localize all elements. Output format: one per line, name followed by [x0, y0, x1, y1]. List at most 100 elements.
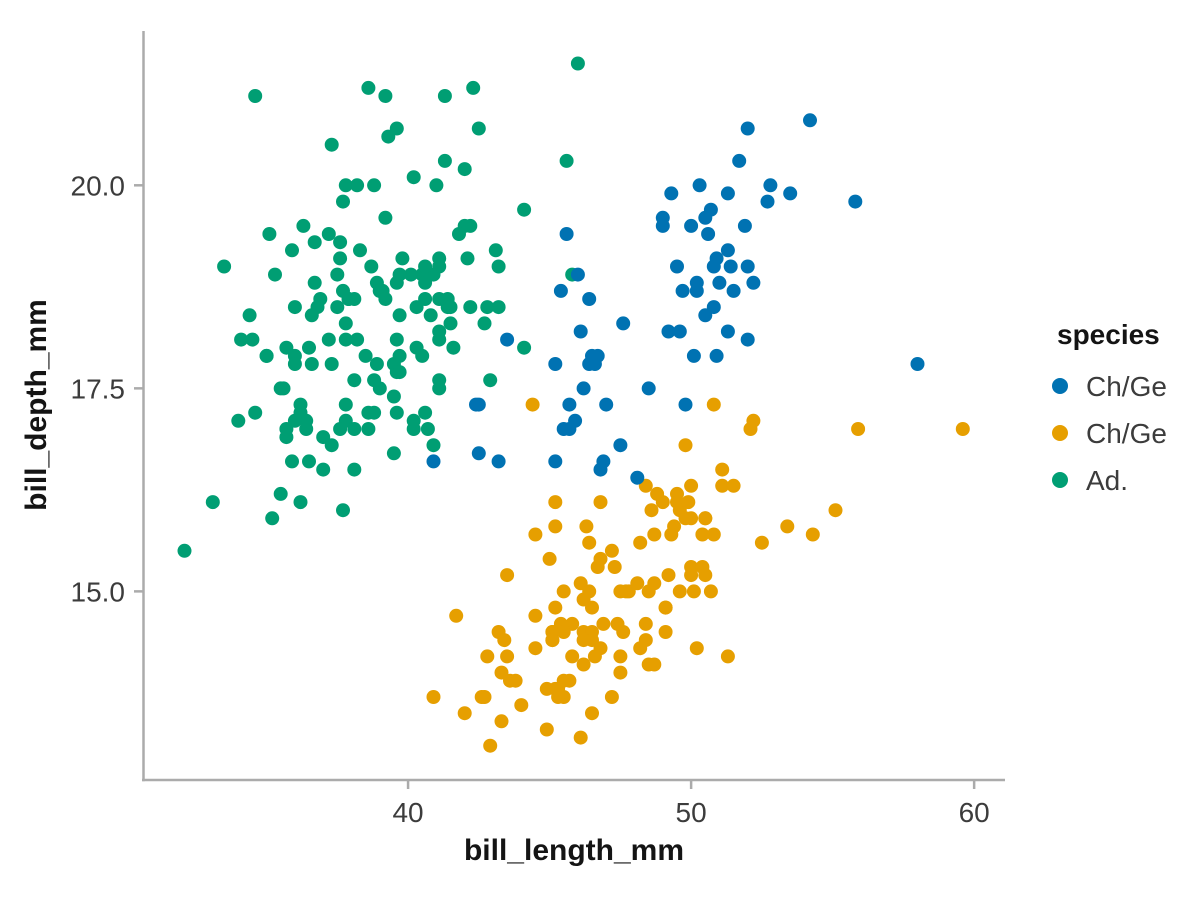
data-point — [248, 405, 263, 420]
data-point — [689, 641, 704, 656]
data-point — [613, 649, 628, 664]
y-tick-label: 20.0 — [71, 170, 126, 201]
data-point — [480, 300, 495, 315]
data-point — [392, 348, 407, 363]
data-point — [548, 495, 563, 510]
data-point — [296, 218, 311, 233]
data-point — [599, 397, 614, 412]
data-point — [582, 357, 597, 371]
data-point — [259, 348, 274, 363]
data-point — [613, 665, 628, 680]
data-point — [650, 486, 665, 501]
data-point — [389, 121, 404, 136]
data-point — [647, 527, 662, 542]
data-point — [582, 292, 597, 306]
scatter-points — [177, 56, 970, 753]
data-point — [409, 300, 424, 315]
data-point — [347, 462, 362, 477]
data-point — [661, 568, 676, 583]
data-point — [672, 584, 687, 599]
data-point — [491, 259, 506, 274]
legend-entry-label: Ch/Ge — [1086, 371, 1167, 402]
data-point — [242, 308, 257, 323]
data-point — [763, 178, 778, 193]
data-point — [803, 113, 817, 128]
data-point — [392, 267, 407, 282]
data-point — [491, 300, 506, 315]
data-point — [338, 397, 353, 412]
data-point — [418, 405, 433, 420]
data-point — [678, 511, 693, 526]
data-point — [205, 495, 220, 510]
data-point — [737, 218, 752, 233]
data-point — [389, 332, 404, 347]
data-point — [686, 584, 701, 599]
data-point — [386, 446, 401, 461]
data-point — [358, 348, 373, 363]
data-point — [542, 551, 557, 566]
data-point — [330, 300, 345, 315]
data-point — [760, 194, 775, 209]
data-point — [432, 381, 447, 396]
data-point — [341, 292, 356, 306]
data-point — [539, 722, 554, 737]
data-point — [565, 649, 580, 664]
data-point — [593, 495, 608, 510]
data-point — [302, 454, 316, 469]
data-point — [576, 657, 591, 672]
data-point — [528, 641, 543, 656]
data-point — [548, 357, 563, 371]
data-point — [273, 486, 288, 501]
data-point — [466, 80, 481, 95]
data-point — [517, 340, 532, 355]
data-point — [678, 397, 693, 412]
legend-entry-label: Ad. — [1086, 465, 1128, 496]
data-point — [304, 308, 319, 323]
data-point — [675, 283, 690, 298]
data-point — [361, 80, 376, 95]
data-point — [695, 527, 710, 542]
data-point — [701, 227, 716, 241]
data-point — [369, 357, 384, 371]
data-point — [497, 633, 512, 648]
data-point — [488, 243, 503, 258]
data-point — [703, 202, 718, 217]
y-tick-label: 15.0 — [71, 576, 126, 607]
data-point — [491, 454, 506, 469]
data-point — [426, 690, 441, 704]
data-point — [483, 373, 498, 388]
data-point — [658, 625, 673, 639]
data-point — [471, 446, 486, 461]
data-point — [630, 470, 645, 485]
data-point — [848, 194, 863, 209]
data-point — [367, 373, 382, 388]
data-point — [443, 300, 458, 315]
data-point — [715, 462, 730, 477]
data-point — [265, 511, 280, 526]
data-point — [338, 316, 353, 331]
data-point — [361, 422, 376, 436]
data-point — [392, 308, 407, 323]
data-point — [471, 397, 486, 412]
data-point — [367, 178, 382, 193]
data-point — [338, 178, 353, 193]
data-point — [579, 519, 594, 534]
data-point — [548, 454, 563, 469]
data-point — [562, 422, 577, 436]
data-point — [437, 89, 452, 103]
data-point — [336, 194, 350, 209]
data-point — [681, 495, 696, 510]
data-point — [336, 503, 350, 518]
data-point — [910, 357, 925, 371]
data-point — [607, 560, 622, 574]
data-point — [655, 210, 670, 225]
data-point — [709, 348, 724, 363]
data-point — [307, 235, 322, 250]
axes: 40 50 60 15.0 17.5 20.0 — [71, 31, 1005, 828]
data-point — [483, 738, 498, 753]
y-axis-title: bill_depth_mm — [20, 299, 53, 511]
data-point — [528, 608, 543, 623]
data-point — [633, 535, 648, 550]
legend: Ch/Ge Ch/Ge Ad. — [1052, 371, 1167, 496]
